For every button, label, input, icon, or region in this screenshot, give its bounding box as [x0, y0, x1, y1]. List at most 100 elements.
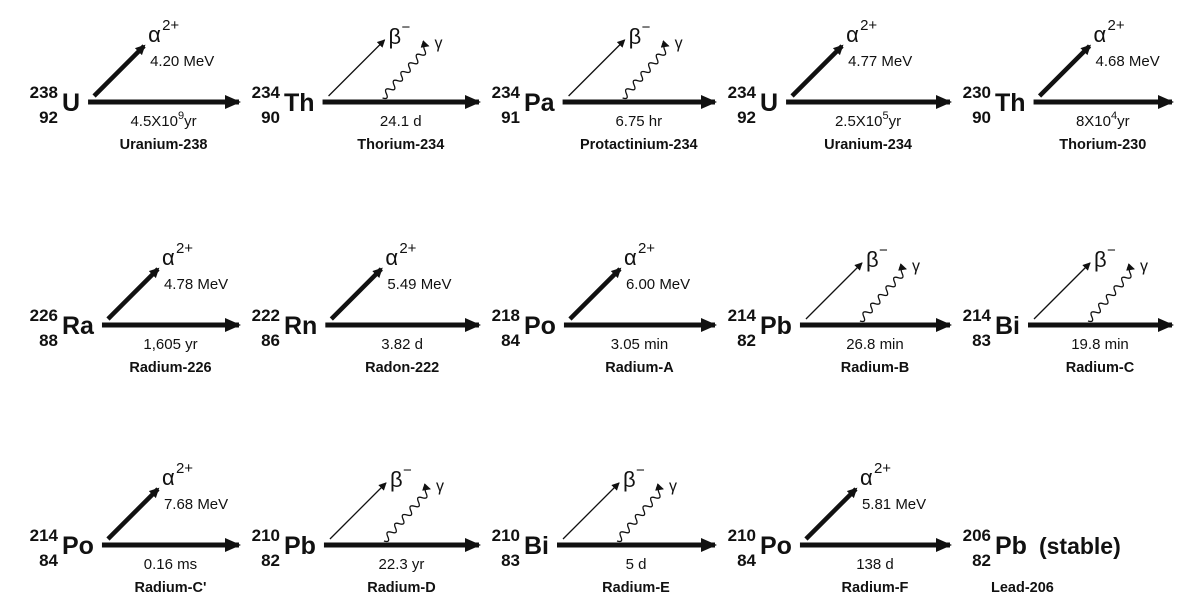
atomic-number: 88	[39, 331, 58, 350]
alpha-symbol: α	[860, 465, 873, 490]
alpha-energy: 4.78 MeV	[164, 276, 228, 293]
mass-number: 226	[30, 306, 58, 325]
nuclide-name: Radium-A	[605, 360, 674, 376]
atomic-number: 90	[261, 108, 280, 127]
alpha-symbol: α	[148, 22, 161, 47]
half-life-label: 1,605 yr	[143, 336, 197, 353]
nuclide-name: Radium-D	[367, 580, 435, 596]
element-symbol: Po	[760, 532, 792, 560]
alpha-charge: 2+	[860, 17, 877, 34]
beta-symbol: β	[866, 247, 879, 272]
atomic-number: 84	[501, 331, 520, 350]
alpha-symbol: α	[624, 245, 637, 270]
beta-symbol: β	[629, 24, 642, 49]
element-symbol: Po	[524, 312, 556, 340]
atomic-number: 86	[261, 331, 280, 350]
nuclide-name: Thorium-234	[357, 137, 444, 153]
beta-charge: −	[642, 19, 651, 36]
nuclide-name: Radon-222	[365, 360, 439, 376]
alpha-energy: 6.00 MeV	[626, 276, 690, 293]
beta-emission-arrow	[805, 262, 863, 320]
nuclide-name: Thorium-230	[1059, 137, 1146, 153]
element-symbol: Pb	[284, 532, 316, 560]
half-life-label: 2.5X105yr	[835, 110, 901, 130]
alpha-emission-arrow	[1037, 44, 1092, 98]
beta-emission-arrow	[328, 39, 386, 97]
atomic-number: 82	[972, 551, 991, 570]
beta-symbol: β	[389, 24, 402, 49]
nuclide-u-238: 238 92U Uranium-238 4.5X109yr α 2+ 4.20 MeV	[30, 17, 241, 153]
mass-number: 214	[30, 526, 59, 545]
gamma-emission-arrow	[616, 483, 664, 543]
alpha-charge: 2+	[1108, 17, 1125, 34]
beta-emission-arrow	[1033, 262, 1091, 320]
alpha-emission-arrow	[106, 487, 160, 541]
alpha-symbol: α	[846, 22, 859, 47]
element-symbol: Ra	[62, 312, 95, 340]
alpha-energy: 4.68 MeV	[1096, 53, 1160, 70]
alpha-energy: 4.20 MeV	[150, 53, 214, 70]
alpha-symbol: α	[162, 245, 175, 270]
nuclide-name: Radium-226	[129, 360, 211, 376]
element-symbol: U	[760, 89, 778, 117]
half-life-label: 4.5X109yr	[130, 110, 196, 130]
alpha-energy: 5.81 MeV	[862, 496, 926, 513]
beta-symbol: β	[1094, 247, 1107, 272]
beta-charge: −	[1107, 242, 1116, 259]
gamma-symbol: γ	[669, 478, 677, 495]
stable-label: (stable)	[1039, 533, 1121, 559]
beta-emission-arrow	[562, 482, 620, 540]
gamma-symbol: γ	[1140, 258, 1148, 275]
element-symbol: Pb	[760, 312, 792, 340]
mass-number: 234	[492, 83, 521, 102]
atomic-number: 90	[972, 108, 991, 127]
gamma-emission-arrow	[859, 263, 907, 323]
element-symbol: Th	[995, 89, 1026, 117]
atomic-number: 84	[39, 551, 58, 570]
beta-charge: −	[879, 242, 888, 259]
half-life-label: 3.05 min	[611, 336, 669, 353]
nuclide-u-234: 234 92U Uranium-234 2.5X105yr α 2+ 4.77 MeV	[728, 17, 952, 153]
mass-number: 206	[963, 526, 991, 545]
alpha-charge: 2+	[162, 17, 179, 34]
element-symbol: Pa	[524, 89, 556, 117]
alpha-symbol: α	[1094, 22, 1107, 47]
mass-number: 218	[492, 306, 520, 325]
alpha-charge: 2+	[638, 240, 655, 257]
alpha-emission-arrow	[92, 44, 146, 98]
mass-number: 214	[728, 306, 757, 325]
element-symbol: Rn	[284, 312, 317, 340]
gamma-emission-arrow	[1087, 263, 1135, 323]
half-life-label: 138 d	[856, 556, 894, 573]
alpha-charge: 2+	[176, 460, 193, 477]
alpha-symbol: α	[385, 245, 398, 270]
mass-number: 210	[728, 526, 756, 545]
element-symbol: Th	[284, 89, 315, 117]
alpha-energy: 4.77 MeV	[848, 53, 912, 70]
nuclide-name: Lead-206	[991, 580, 1054, 596]
half-life-label: 5 d	[626, 556, 647, 573]
nuclide-name: Uranium-238	[120, 137, 208, 153]
mass-number: 234	[252, 83, 281, 102]
alpha-emission-arrow	[329, 267, 383, 321]
gamma-emission-arrow	[383, 483, 431, 543]
nuclide-name: Radium-C'	[135, 580, 207, 596]
beta-charge: −	[403, 462, 412, 479]
nuclide-name: Radium-C	[1066, 360, 1135, 376]
beta-charge: −	[402, 19, 411, 36]
gamma-symbol: γ	[436, 478, 444, 495]
nuclide-name: Protactinium-234	[580, 137, 698, 153]
alpha-energy: 7.68 MeV	[164, 496, 228, 513]
atomic-number: 82	[737, 331, 756, 350]
beta-charge: −	[636, 462, 645, 479]
element-symbol: U	[62, 89, 80, 117]
gamma-emission-arrow	[382, 40, 430, 100]
mass-number: 230	[963, 83, 991, 102]
